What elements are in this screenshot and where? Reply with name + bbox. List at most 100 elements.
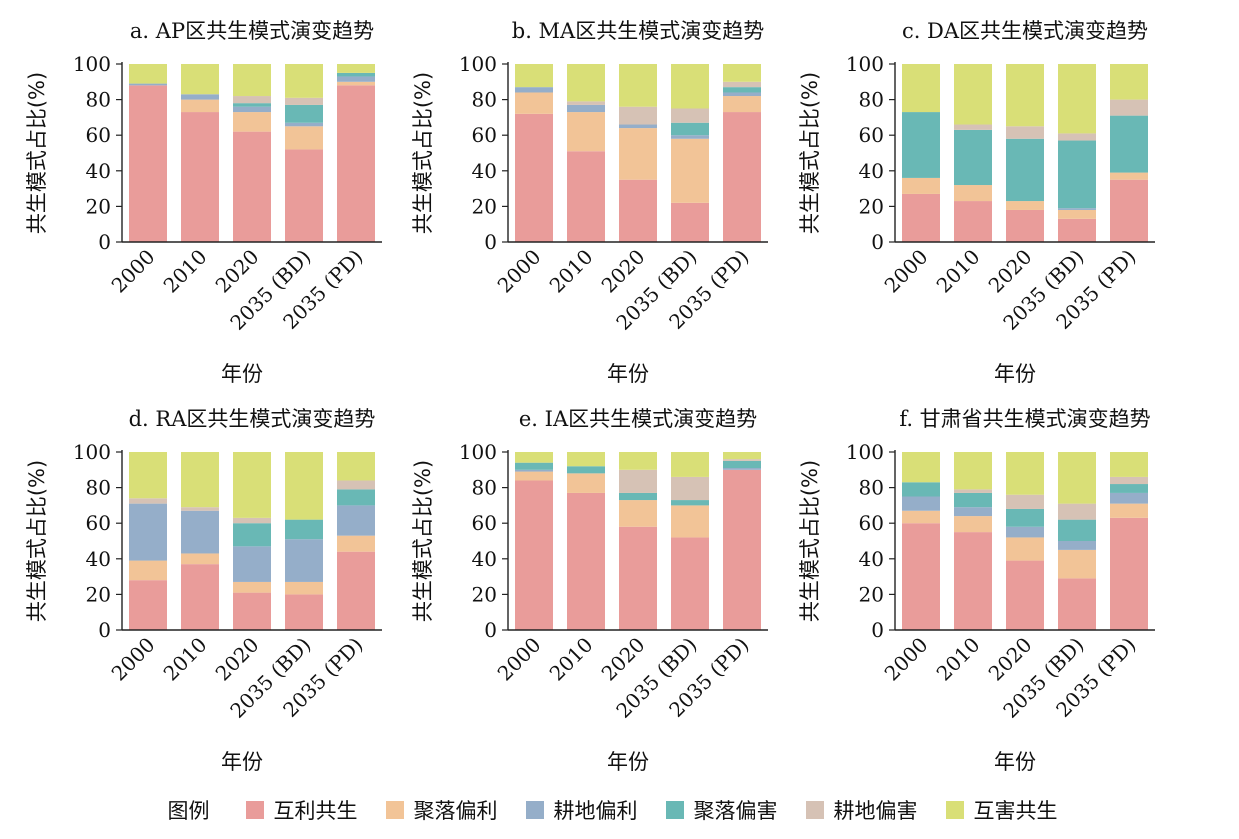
bar-segment bbox=[619, 179, 657, 242]
bar-segment bbox=[723, 64, 761, 82]
bar-segment bbox=[954, 64, 992, 125]
legend-swatch bbox=[385, 801, 404, 819]
x-tick-label: 2000 bbox=[880, 633, 933, 686]
y-tick-label: 100 bbox=[73, 440, 111, 464]
bar-segment bbox=[1006, 64, 1044, 127]
y-tick-label: 40 bbox=[86, 547, 111, 571]
bar-segment bbox=[233, 523, 271, 547]
bar-segment bbox=[515, 452, 553, 463]
bar-segment bbox=[1110, 172, 1148, 180]
bar-segment bbox=[567, 473, 605, 493]
legend-items: 互利共生 聚落偏利 耕地偏利 聚落偏害 耕地偏害 互害共生 bbox=[232, 795, 1072, 825]
bar-segment bbox=[723, 112, 761, 242]
y-axis-label: 共生模式占比(%) bbox=[411, 72, 435, 234]
y-tick-label: 80 bbox=[472, 88, 497, 112]
y-axis-label: 共生模式占比(%) bbox=[25, 72, 49, 234]
legend-label: 耕地偏利 bbox=[553, 799, 638, 823]
y-tick-label: 100 bbox=[73, 52, 111, 76]
legend-label: 互利共生 bbox=[273, 799, 358, 823]
bar-segment bbox=[954, 507, 992, 517]
bar-segment bbox=[515, 469, 553, 472]
bar-segment bbox=[567, 492, 605, 630]
bar-segment bbox=[902, 452, 940, 483]
bar-segment bbox=[1058, 140, 1096, 209]
bar-segment bbox=[285, 97, 323, 105]
bar-segment bbox=[285, 519, 323, 540]
chart-title: b. MA区共生模式演变趋势 bbox=[512, 19, 764, 43]
bar-segment bbox=[337, 64, 375, 73]
bar-segment bbox=[285, 126, 323, 150]
bar-segment bbox=[515, 480, 553, 630]
bar-segment bbox=[954, 124, 992, 130]
legend-label: 互害共生 bbox=[973, 799, 1058, 823]
y-tick-label: 20 bbox=[859, 582, 884, 606]
y-tick-label: 0 bbox=[871, 230, 884, 254]
bar-segment bbox=[723, 452, 761, 460]
bar-segment bbox=[1058, 519, 1096, 541]
bar-segment bbox=[181, 452, 219, 508]
bar-segment bbox=[723, 96, 761, 113]
bar-segment bbox=[337, 505, 375, 536]
bar-segment bbox=[1110, 64, 1148, 100]
bar-segment bbox=[337, 72, 375, 77]
chart-title: d. RA区共生模式演变趋势 bbox=[129, 407, 376, 431]
bar-segment bbox=[1110, 517, 1148, 630]
bar-segment bbox=[567, 452, 605, 467]
bar-segment bbox=[129, 503, 167, 561]
y-tick-label: 100 bbox=[846, 440, 884, 464]
x-tick-label: 2010 bbox=[545, 633, 598, 686]
bar-segment bbox=[723, 87, 761, 93]
legend-label: 聚落偏利 bbox=[413, 799, 498, 823]
bar-segment bbox=[619, 500, 657, 527]
y-tick-label: 80 bbox=[86, 476, 111, 500]
bar-segment bbox=[233, 452, 271, 518]
chart-title: a. AP区共生模式演变趋势 bbox=[130, 19, 374, 43]
bar-segment bbox=[671, 476, 709, 501]
y-tick-label: 80 bbox=[472, 476, 497, 500]
bar-segment bbox=[723, 460, 761, 469]
legend-item: 耕地偏害 bbox=[805, 795, 918, 825]
bar-segment bbox=[285, 149, 323, 242]
bar-segment bbox=[233, 131, 271, 242]
x-axis-label: 年份 bbox=[607, 362, 649, 386]
y-tick-label: 100 bbox=[846, 52, 884, 76]
bar-segment bbox=[1058, 549, 1096, 579]
bar-segment bbox=[129, 580, 167, 630]
bar-segment bbox=[1058, 541, 1096, 550]
x-tick-label: 2010 bbox=[545, 245, 598, 298]
legend-title: 图例 bbox=[167, 799, 210, 823]
bar-segment bbox=[567, 466, 605, 474]
bar-segment bbox=[1058, 452, 1096, 504]
legend-label: 耕地偏害 bbox=[833, 799, 918, 823]
bar-segment bbox=[723, 81, 761, 88]
x-axis-label: 年份 bbox=[994, 362, 1036, 386]
bar-segment bbox=[954, 185, 992, 202]
bar-segment bbox=[954, 201, 992, 242]
bar-segment bbox=[129, 85, 167, 242]
bar-segment bbox=[619, 128, 657, 180]
bar-segment bbox=[285, 539, 323, 582]
bar-segment bbox=[515, 87, 553, 93]
y-axis-label: 共生模式占比(%) bbox=[798, 72, 822, 234]
bar-segment bbox=[902, 177, 940, 194]
y-tick-label: 40 bbox=[472, 547, 497, 571]
y-tick-label: 0 bbox=[98, 230, 111, 254]
y-tick-label: 80 bbox=[859, 88, 884, 112]
bar-segment bbox=[567, 112, 605, 152]
y-tick-label: 40 bbox=[859, 547, 884, 571]
bar-segment bbox=[515, 471, 553, 481]
y-tick-label: 40 bbox=[472, 159, 497, 183]
bar-segment bbox=[233, 64, 271, 97]
bar-segment bbox=[233, 546, 271, 582]
x-tick-label: 2000 bbox=[880, 245, 933, 298]
bar-segment bbox=[181, 507, 219, 511]
bar-segment bbox=[129, 452, 167, 499]
x-axis-label: 年份 bbox=[607, 750, 649, 774]
bar-segment bbox=[671, 122, 709, 136]
x-tick-label: 2000 bbox=[107, 245, 160, 298]
bar-segment bbox=[233, 96, 271, 104]
y-axis-label: 共生模式占比(%) bbox=[25, 460, 49, 622]
y-axis-label: 共生模式占比(%) bbox=[411, 460, 435, 622]
bar-segment bbox=[723, 468, 761, 470]
